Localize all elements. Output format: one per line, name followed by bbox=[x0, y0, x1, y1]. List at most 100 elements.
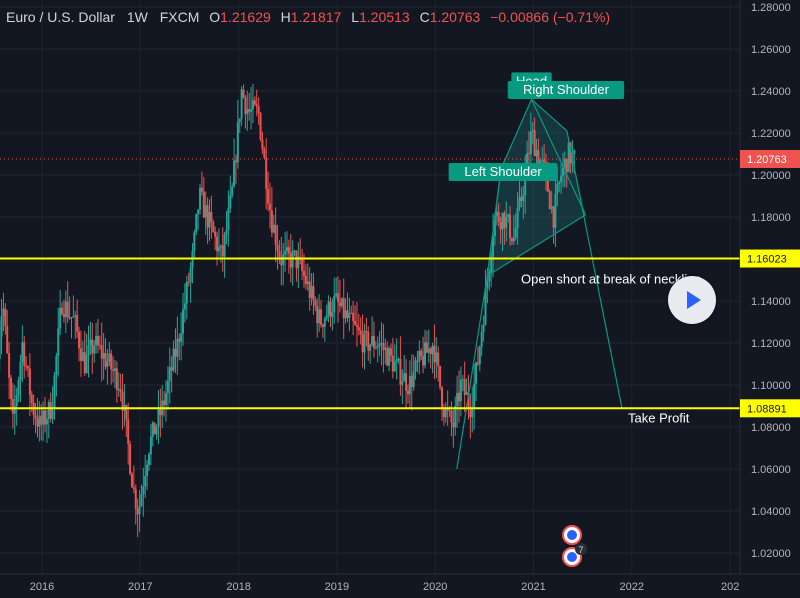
candle-body bbox=[129, 443, 132, 474]
change-value: −0.00866 (−0.71%) bbox=[490, 9, 611, 25]
candle-body bbox=[365, 330, 368, 332]
x-tick-label: 2020 bbox=[423, 581, 447, 593]
candle-body bbox=[268, 203, 271, 211]
candle-body bbox=[354, 320, 357, 325]
candle-body bbox=[308, 281, 311, 299]
candle-body bbox=[516, 207, 519, 228]
candle-body bbox=[505, 217, 508, 229]
candle-body bbox=[197, 209, 200, 214]
candle-body bbox=[399, 359, 402, 385]
candle-body bbox=[331, 312, 334, 317]
candle-body bbox=[44, 410, 47, 425]
candle-body bbox=[393, 361, 396, 372]
candle-body bbox=[527, 153, 530, 155]
candle-body bbox=[459, 379, 462, 402]
candle-body bbox=[533, 130, 536, 157]
candle-body bbox=[342, 298, 345, 319]
level-price-badge bbox=[740, 249, 800, 268]
candle-body bbox=[529, 131, 532, 154]
candle-body bbox=[174, 348, 177, 357]
candle-body bbox=[62, 313, 65, 318]
y-tick-label: 1.04000 bbox=[751, 506, 791, 518]
candle-body bbox=[23, 342, 26, 366]
candle-body bbox=[98, 345, 101, 347]
candle-body bbox=[223, 234, 226, 257]
candle-body bbox=[467, 392, 470, 407]
candle-body bbox=[531, 130, 534, 132]
candle-body bbox=[469, 406, 472, 418]
candle-body bbox=[17, 380, 20, 396]
candle-body bbox=[30, 394, 33, 403]
candle-body bbox=[255, 104, 258, 107]
x-tick-label: 2016 bbox=[30, 581, 54, 593]
candle-body bbox=[155, 426, 158, 435]
interval-label[interactable]: 1W bbox=[126, 9, 148, 25]
candle-body bbox=[344, 310, 347, 319]
candle-body bbox=[81, 352, 84, 361]
candle-body bbox=[234, 160, 237, 163]
candle-body bbox=[418, 350, 421, 362]
candle-body bbox=[450, 410, 453, 423]
candle-body bbox=[348, 313, 351, 318]
candle-body bbox=[476, 362, 479, 365]
candle-body bbox=[340, 298, 343, 306]
candle-body bbox=[42, 410, 45, 425]
candle-body bbox=[314, 300, 317, 307]
candle-body bbox=[463, 379, 466, 395]
y-tick-label: 1.20000 bbox=[751, 170, 791, 182]
candle-body bbox=[369, 344, 372, 351]
candle-body bbox=[276, 244, 279, 251]
candle-body bbox=[357, 327, 360, 331]
candle-body bbox=[202, 191, 205, 218]
time-axis bbox=[0, 574, 800, 598]
candle-body bbox=[486, 281, 489, 289]
play-button[interactable] bbox=[668, 276, 716, 324]
candle-body bbox=[312, 286, 315, 301]
candle-body bbox=[431, 345, 434, 355]
candle-body bbox=[350, 312, 353, 314]
candle-body bbox=[429, 348, 432, 355]
candle-body bbox=[195, 213, 198, 233]
candle-body bbox=[554, 193, 557, 228]
candle-body bbox=[138, 505, 141, 515]
candle-body bbox=[170, 367, 173, 371]
candle-body bbox=[13, 406, 16, 414]
candle-body bbox=[89, 339, 92, 346]
candle-body bbox=[104, 353, 107, 367]
candle-body bbox=[115, 368, 118, 391]
candle-body bbox=[433, 345, 436, 363]
candle-body bbox=[541, 159, 544, 161]
candle-body bbox=[372, 335, 375, 348]
candle-body bbox=[240, 89, 243, 119]
candle-body bbox=[108, 353, 111, 362]
x-tick-label: 2018 bbox=[226, 581, 250, 593]
last-price-badge bbox=[740, 149, 800, 168]
candle-body bbox=[371, 335, 374, 345]
last-price-label: 1.20763 bbox=[747, 154, 787, 166]
y-tick-label: 1.24000 bbox=[751, 86, 791, 98]
candle-body bbox=[193, 232, 196, 251]
candle-body bbox=[0, 336, 1, 360]
event-count-badge bbox=[575, 543, 587, 555]
candle-body bbox=[55, 356, 58, 376]
level-price-label: 1.16023 bbox=[747, 254, 787, 266]
candle-body bbox=[119, 388, 122, 392]
candle-body bbox=[327, 301, 330, 316]
candle-body bbox=[401, 381, 404, 385]
candle-body bbox=[391, 355, 394, 372]
candle-body bbox=[40, 415, 43, 425]
candle-body bbox=[346, 310, 349, 318]
candle-body bbox=[28, 368, 31, 395]
candle-body bbox=[499, 221, 502, 230]
candle-body bbox=[140, 494, 143, 506]
candle-body bbox=[47, 402, 50, 420]
candle-body bbox=[153, 422, 156, 435]
candle-body bbox=[34, 415, 37, 420]
candle-body bbox=[91, 339, 94, 354]
candle-body bbox=[257, 106, 260, 114]
symbol-name[interactable]: Euro / U.S. Dollar bbox=[6, 9, 115, 25]
candle-body bbox=[110, 353, 113, 370]
candle-body bbox=[19, 361, 22, 381]
candle-body bbox=[465, 392, 468, 395]
